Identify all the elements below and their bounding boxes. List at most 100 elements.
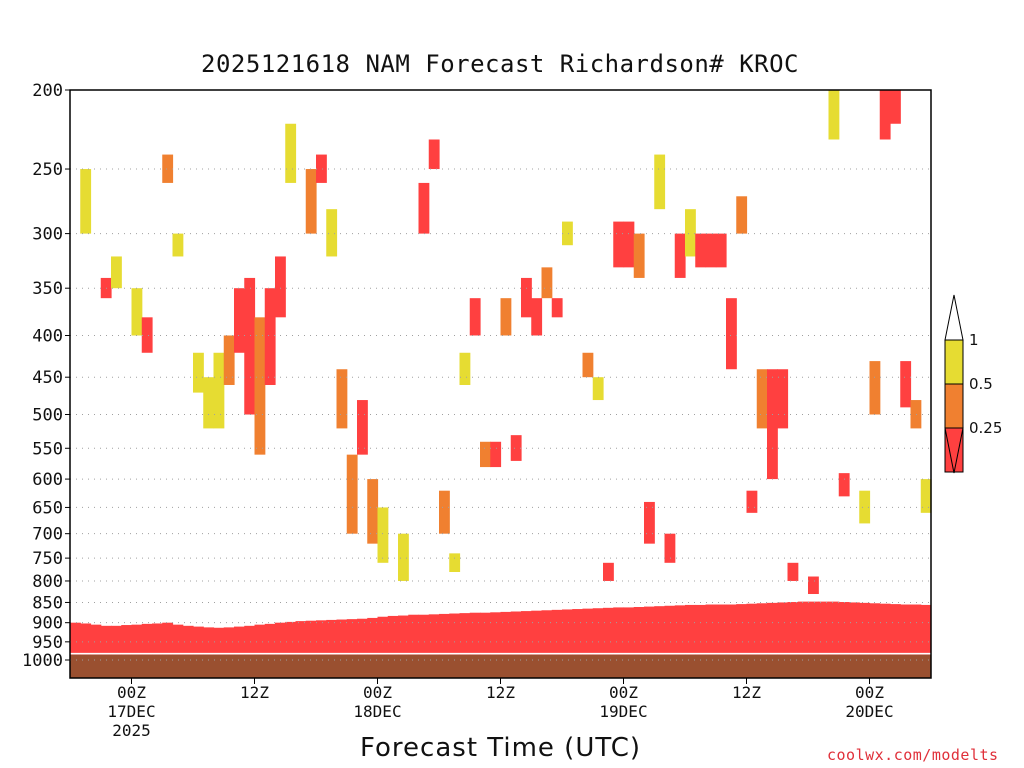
- surface-layer: [70, 601, 931, 678]
- ri-cell: [787, 562, 799, 581]
- ri-cell: [664, 533, 676, 563]
- surface-low-ri-cell: [777, 602, 789, 655]
- ri-cell: [223, 335, 235, 385]
- ri-cell: [459, 352, 471, 385]
- ri-cell: [715, 233, 727, 268]
- credit-link[interactable]: coolwx.com/modelts: [827, 746, 999, 764]
- ri-cell: [582, 352, 594, 378]
- surface-low-ri-cell: [849, 602, 860, 655]
- surface-low-ri-cell: [746, 603, 758, 655]
- ri-cell: [767, 369, 778, 480]
- surface-low-ri-cell: [213, 627, 225, 655]
- surface-low-ri-cell: [756, 603, 768, 655]
- ri-cell: [920, 479, 932, 513]
- surface-low-ri-cell: [521, 611, 532, 655]
- surface-low-ri-cell: [90, 624, 102, 655]
- surface-low-ri-cell: [264, 623, 276, 655]
- ri-cell: [592, 377, 604, 401]
- ri-cell: [131, 288, 143, 336]
- ri-cell: [623, 221, 635, 268]
- ri-cell: [326, 209, 338, 257]
- surface-low-ri-cell: [377, 616, 389, 655]
- ri-cell: [203, 377, 215, 429]
- surface-low-ri-cell: [500, 611, 512, 655]
- ri-cell: [510, 435, 522, 461]
- surface-low-ri-cell: [910, 604, 922, 655]
- y-axis: 200 250 300 350 400 450 500 550 600 650 700 750 8008…: [22, 81, 70, 671]
- ri-cell: [521, 277, 532, 318]
- ri-cell: [746, 490, 758, 513]
- surface-low-ri-cell: [920, 604, 931, 655]
- ri-cell: [285, 123, 297, 183]
- ri-cell: [705, 233, 717, 268]
- ri-cell: [777, 369, 789, 429]
- colorbar-bottom-arrow: [944, 427, 964, 474]
- ri-cell: [562, 221, 573, 246]
- surface-low-ri-cell: [305, 620, 317, 655]
- surface-low-ri-cell: [613, 607, 625, 655]
- surface-low-ri-cell: [367, 617, 379, 655]
- gridlines: [70, 168, 931, 661]
- surface-low-ri-cell: [510, 611, 522, 655]
- surface-low-ri-cell: [592, 608, 604, 655]
- ri-cell: [490, 441, 502, 468]
- surface-low-ri-cell: [326, 619, 338, 655]
- chart-title: 2025121618 NAM Forecast Richardson# KROC: [201, 50, 799, 78]
- ri-cell: [439, 490, 450, 534]
- x-tick-label: 00Z: [609, 683, 638, 702]
- ri-cell: [234, 288, 245, 353]
- surface-low-ri-cell: [254, 624, 266, 655]
- surface-low-ri-cell: [398, 615, 409, 655]
- y-tick-label: 600: [32, 470, 63, 490]
- surface-low-ri-cell: [387, 615, 399, 655]
- ground-fill: [70, 654, 931, 678]
- surface-low-ri-cell: [685, 604, 696, 655]
- x-axis-title: Forecast Time (UTC): [360, 733, 642, 763]
- y-tick-label: 850: [32, 593, 63, 613]
- ri-cell: [244, 277, 256, 415]
- ri-cell: [674, 233, 686, 278]
- ri-cell: [213, 352, 225, 429]
- surface-low-ri-cell: [428, 614, 440, 655]
- ri-cell: [603, 562, 614, 581]
- ri-cell: [859, 490, 871, 524]
- y-tick-label: 900: [32, 614, 63, 634]
- surface-low-ri-cell: [715, 604, 727, 655]
- y-tick-label: 750: [32, 549, 63, 569]
- surface-low-ri-cell: [295, 621, 307, 655]
- ri-cell: [254, 317, 266, 455]
- surface-low-ri-cell: [767, 602, 778, 655]
- x-tick-label: 12Z: [486, 683, 515, 702]
- x-tick-label: 00Z: [117, 683, 146, 702]
- surface-low-ri-cell: [551, 609, 563, 655]
- y-tick-label: 700: [32, 525, 63, 545]
- ri-cell: [890, 90, 901, 124]
- surface-low-ri-cell: [408, 614, 420, 655]
- surface-low-ri-cell: [818, 601, 830, 655]
- surface-low-ri-cell: [890, 604, 901, 655]
- ri-cell: [111, 256, 122, 289]
- ri-cell: [80, 169, 92, 234]
- surface-low-ri-cell: [900, 604, 912, 655]
- ri-cell: [910, 400, 922, 429]
- y-tick-label: 300: [32, 225, 63, 245]
- ri-cell: [264, 288, 276, 385]
- ri-cell: [275, 256, 286, 318]
- ri-cell: [531, 298, 543, 336]
- ri-cell: [500, 298, 512, 336]
- ri-cell: [695, 233, 707, 268]
- surface-low-ri-cell: [644, 606, 655, 655]
- ri-cell: [398, 533, 409, 581]
- y-tick-label: 1000: [22, 651, 63, 671]
- ri-cell: [644, 501, 655, 544]
- surface-low-ri-cell: [152, 623, 163, 655]
- surface-low-ri-cell: [736, 604, 748, 655]
- x-tick-label: 20DEC: [845, 702, 893, 721]
- ri-cell: [541, 267, 553, 299]
- colorbar-label: 0.5: [969, 375, 993, 393]
- y-tick-label: 450: [32, 368, 63, 388]
- ri-cell: [449, 553, 461, 573]
- y-tick-label: 250: [32, 160, 63, 180]
- surface-low-ri-cell: [449, 613, 461, 655]
- surface-low-ri-cell: [121, 625, 133, 655]
